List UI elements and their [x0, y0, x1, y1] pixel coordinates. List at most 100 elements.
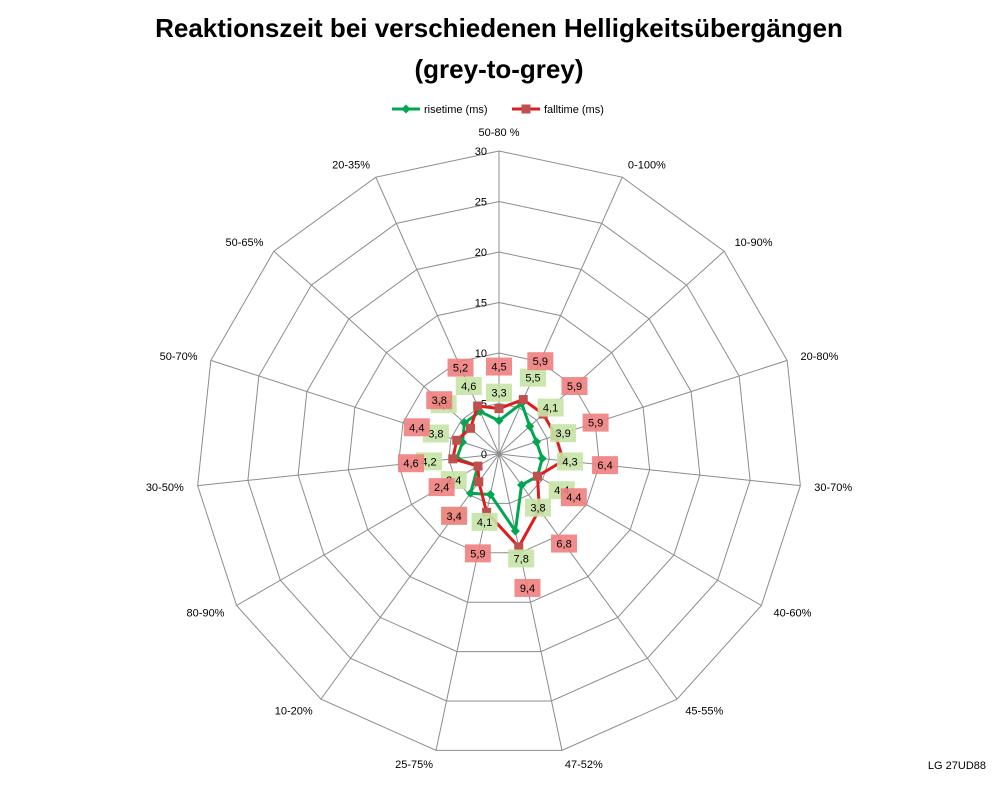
category-label: 47-52%	[565, 759, 603, 771]
category-label: 50-80 %	[479, 127, 520, 139]
data-label-text: 5,5	[525, 373, 540, 385]
radar-grid	[197, 150, 801, 751]
risetime-data-label: 4,6	[455, 376, 482, 395]
data-label-box	[486, 383, 512, 402]
data-label-text: 7,8	[514, 553, 529, 565]
risetime-point	[494, 416, 504, 426]
falltime-data-label: 5,9	[527, 352, 554, 371]
radial-tick-label: 0	[481, 449, 487, 461]
grid-ring	[197, 150, 801, 751]
falltime-point	[482, 507, 492, 517]
data-label-box	[550, 424, 577, 443]
risetime-point	[485, 490, 495, 500]
falltime-data-label: 5,9	[464, 544, 491, 563]
data-labels: 3,35,54,13,94,34,43,87,84,14,82,44,23,84…	[398, 352, 619, 597]
data-label-text: 5,9	[567, 381, 582, 393]
data-label-text: 3,8	[432, 395, 447, 407]
grid-ring	[247, 200, 751, 702]
data-label-box	[455, 376, 482, 395]
grid-ring	[398, 352, 600, 554]
radial-tick-label: 15	[475, 298, 487, 310]
falltime-data-label: 6,4	[592, 456, 619, 475]
grid-spoke	[498, 453, 563, 751]
falltime-series-line	[451, 398, 565, 549]
data-label-text: 3,3	[491, 388, 506, 400]
data-label-box	[471, 512, 498, 531]
category-label: 20-35%	[332, 159, 370, 171]
data-label-text: 5,9	[470, 548, 485, 560]
data-label-box	[527, 352, 554, 371]
risetime-data-label: 3,3	[486, 383, 512, 402]
category-label: 50-65%	[226, 237, 264, 249]
grid-ring	[347, 301, 651, 603]
data-label-text: 4,2	[421, 456, 436, 468]
radial-tick-label: 30	[475, 146, 487, 158]
risetime-point	[517, 480, 527, 490]
risetime-point	[525, 421, 535, 431]
falltime-data-label: 5,2	[447, 358, 474, 377]
falltime-data-label: 9,4	[514, 578, 541, 597]
category-label: 45-55%	[685, 705, 723, 717]
grid-spoke	[435, 453, 500, 751]
data-label-box	[525, 498, 552, 517]
grid-ring	[297, 251, 701, 653]
risetime-point	[466, 488, 476, 498]
data-label-box	[403, 418, 430, 437]
risetime-data-label: 4,3	[557, 452, 584, 471]
legend: risetime (ms) falltime (ms)	[392, 104, 604, 116]
legend-marker	[521, 104, 531, 114]
falltime-data-label: 5,9	[582, 413, 609, 432]
data-label-box	[582, 413, 609, 432]
risetime-data-label: 5,5	[519, 368, 546, 387]
falltime-data-label: 3,8	[426, 391, 453, 410]
data-label-box	[560, 488, 587, 507]
radial-tick-labels: 0 5 10 15 20 25 30	[475, 146, 487, 461]
falltime-point	[532, 471, 542, 481]
falltime-point	[448, 454, 458, 464]
data-label-box	[514, 578, 541, 597]
data-label-text: 3,8	[530, 503, 545, 515]
falltime-point	[473, 461, 483, 471]
monitor-model-label: LG 27UD88	[927, 760, 986, 772]
data-label-box	[551, 534, 578, 553]
data-label-text: 4,1	[543, 403, 558, 415]
data-label-text: 5,2	[453, 363, 468, 375]
legend-falltime: falltime (ms)	[512, 104, 604, 116]
data-label-box	[519, 368, 546, 387]
category-label: 30-50%	[146, 482, 184, 494]
risetime-point	[537, 454, 547, 464]
data-label-text: 4,4	[566, 492, 581, 504]
data-label-text: 4,5	[491, 362, 506, 374]
data-label-text: 3,9	[555, 428, 570, 440]
falltime-data-label: 4,5	[486, 357, 512, 376]
risetime-data-label: 4,1	[471, 512, 498, 531]
category-label: 80-90%	[187, 608, 225, 620]
data-label-text: 4,4	[409, 422, 424, 434]
falltime-point	[465, 423, 475, 433]
data-label-box	[592, 456, 619, 475]
falltime-point	[473, 401, 483, 411]
category-labels: 50-80 % 0-100% 10-90% 20-80% 30-70% 40-60% 45-…	[146, 127, 853, 771]
falltime-data-label: 4,6	[398, 454, 425, 473]
category-label: 10-20%	[275, 705, 313, 717]
grid-ring	[448, 402, 550, 504]
series-layer	[448, 395, 568, 552]
falltime-data-label: 4,4	[403, 418, 430, 437]
data-label-text: 9,4	[520, 583, 535, 595]
grid-spoke	[498, 453, 762, 606]
data-label-text: 6,8	[556, 539, 571, 551]
falltime-point	[494, 404, 504, 414]
category-label: 40-60%	[774, 608, 812, 620]
falltime-data-label: 6,8	[551, 534, 578, 553]
chart-subtitle: (grey-to-grey)	[414, 54, 584, 84]
category-label: 25-75%	[395, 759, 433, 771]
data-label-text: 4,6	[461, 381, 476, 393]
category-label: 0-100%	[628, 159, 666, 171]
data-label-text: 3,4	[446, 511, 461, 523]
data-label-text: 3,8	[428, 428, 443, 440]
radial-tick-label: 25	[475, 197, 487, 209]
risetime-point	[531, 437, 541, 447]
data-label-box	[447, 358, 474, 377]
grid-spoke	[498, 453, 801, 487]
grid-spoke	[273, 250, 500, 455]
